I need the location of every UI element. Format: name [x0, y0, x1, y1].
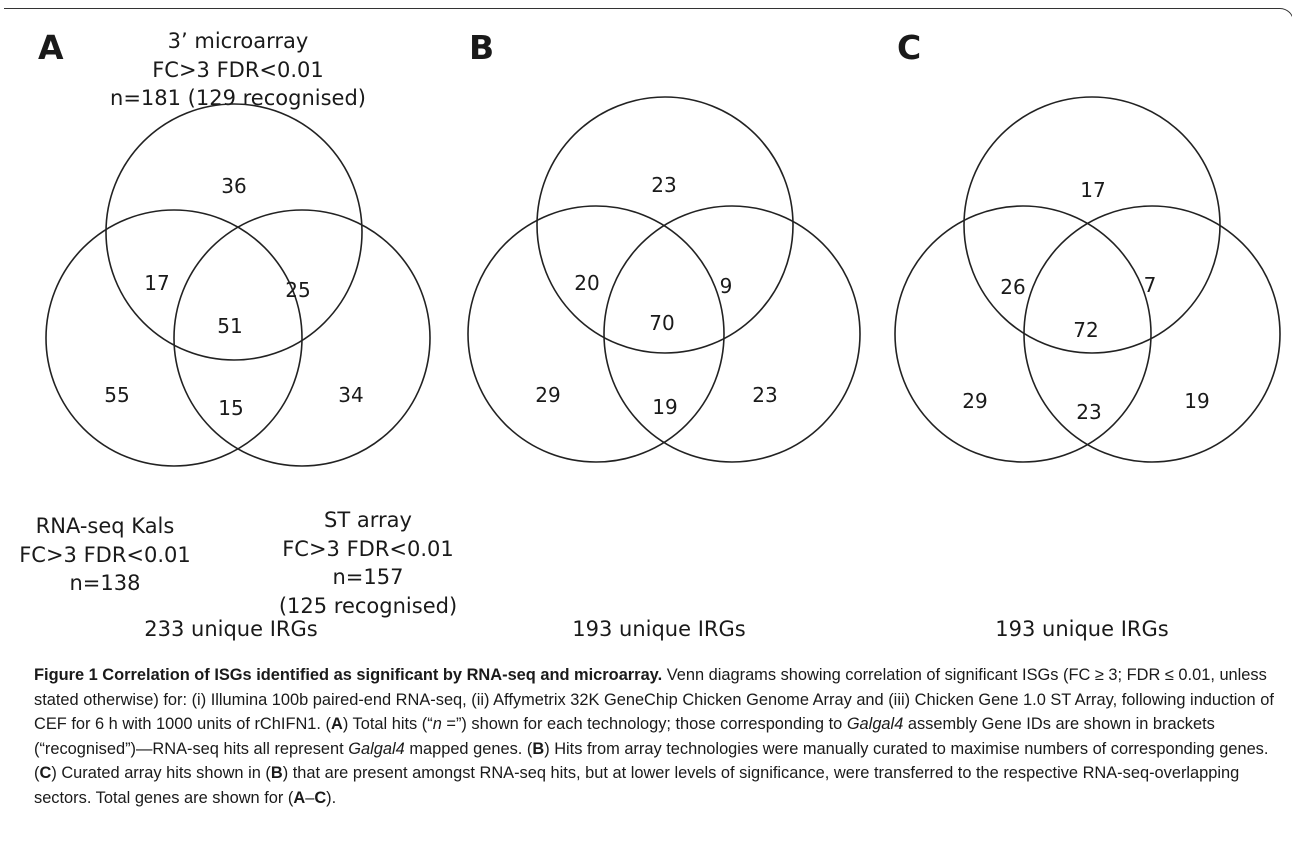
set-label-microarray: 3’ microarray FC>3 FDR<0.01 n=181 (129 r… — [110, 29, 366, 110]
count-right: 34 — [338, 383, 363, 407]
circle-left — [467, 205, 725, 463]
circle-microarray — [105, 103, 363, 361]
set-label-rnaseq: RNA-seq Kals FC>3 FDR<0.01 n=138 — [19, 514, 191, 595]
count-right: 23 — [752, 383, 777, 407]
count-center: 51 — [217, 314, 242, 338]
circle-st-array — [173, 209, 431, 467]
circle-top — [963, 96, 1221, 354]
caption-title: Figure 1 Correlation of ISGs identified … — [34, 666, 663, 684]
count-center: 72 — [1073, 318, 1098, 342]
count-left: 29 — [535, 383, 560, 407]
count-top: 36 — [221, 174, 246, 198]
circle-right — [1023, 205, 1281, 463]
count-center: 70 — [649, 311, 674, 335]
panel-letter-a: A — [38, 28, 64, 67]
count-right: 19 — [1184, 389, 1209, 413]
circle-top — [536, 96, 794, 354]
circle-left — [894, 205, 1152, 463]
set-label-st-array: ST array FC>3 FDR<0.01 n=157 (125 recogn… — [278, 508, 458, 618]
panel-letter-b: B — [469, 28, 495, 67]
panel-letter-c: C — [897, 28, 922, 67]
count-left-right: 19 — [652, 395, 677, 419]
count-top: 17 — [1080, 178, 1105, 202]
venn-diagram-c: 17 26 7 72 29 23 19 — [894, 96, 1281, 463]
count-top-left: 17 — [144, 271, 169, 295]
total-unique-c: 193 unique IRGs — [995, 617, 1169, 641]
count-left: 29 — [962, 389, 987, 413]
circle-rnaseq — [45, 209, 303, 467]
count-top-left: 26 — [1000, 275, 1025, 299]
venn-diagram-a: 36 17 25 51 55 15 34 — [45, 103, 431, 467]
circle-right — [603, 205, 861, 463]
figure-frame — [4, 8, 1292, 868]
count-top: 23 — [651, 173, 676, 197]
count-left: 55 — [104, 383, 129, 407]
count-left-right: 15 — [218, 396, 243, 420]
count-left-right: 23 — [1076, 400, 1101, 424]
figure-caption: Figure 1 Correlation of ISGs identified … — [34, 666, 1274, 807]
total-unique-b: 193 unique IRGs — [572, 617, 746, 641]
total-unique-a: 233 unique IRGs — [144, 617, 318, 641]
count-top-right: 7 — [1144, 273, 1157, 297]
venn-diagram-b: 23 20 9 70 29 19 23 — [467, 96, 861, 463]
count-top-right: 25 — [285, 278, 310, 302]
count-top-right: 9 — [720, 274, 733, 298]
count-top-left: 20 — [574, 271, 599, 295]
